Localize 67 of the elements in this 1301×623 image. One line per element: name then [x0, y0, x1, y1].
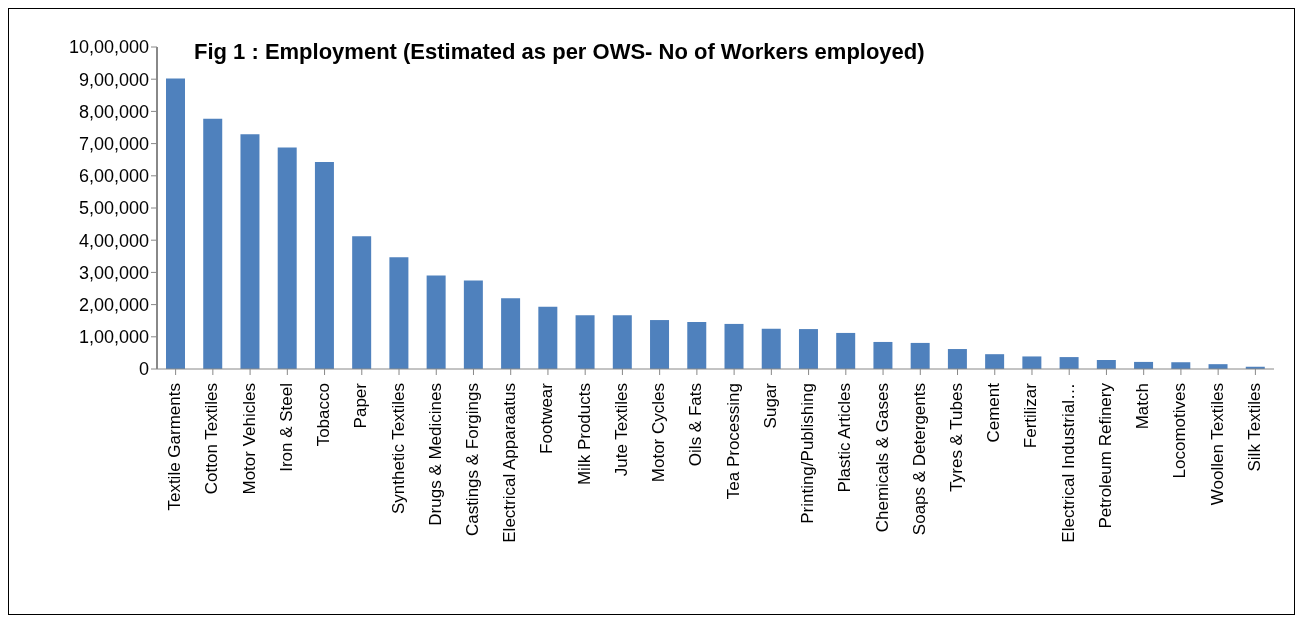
- bar: [352, 236, 372, 369]
- bar: [798, 329, 818, 369]
- x-tick-label: Silk Textiles: [1244, 383, 1264, 472]
- bar: [910, 342, 930, 369]
- bar: [389, 257, 409, 369]
- bar: [1059, 357, 1079, 369]
- x-tick-label: Iron & Steel: [276, 383, 296, 472]
- x-tick-label: Motor Cycles: [649, 383, 669, 483]
- x-tick-label: Paper: [351, 382, 371, 429]
- bar: [538, 306, 558, 369]
- y-tick-label: 10,00,000: [68, 37, 149, 58]
- bar: [687, 321, 707, 369]
- x-tick-label: Tyres & Tubes: [947, 383, 966, 492]
- chart-title: Fig 1 : Employment (Estimated as per OWS- No of Workers employed): [194, 39, 925, 65]
- bar: [277, 147, 297, 369]
- x-tick-label: Tea Processing: [723, 383, 743, 500]
- bar: [314, 161, 334, 369]
- x-tick-label: Drugs & Medicines: [425, 383, 445, 526]
- x-tick-label: Woollen Textiles: [1207, 383, 1227, 506]
- bar: [761, 328, 781, 369]
- x-tick-label: Sugar: [760, 382, 780, 429]
- x-tick-label: Milk Products: [574, 383, 594, 486]
- x-tick-label: Match: [1133, 383, 1153, 430]
- y-tick-label: 8,00,000: [78, 101, 149, 122]
- bar: [575, 315, 595, 369]
- bar: [463, 280, 483, 369]
- x-tick-label: Tobacco: [314, 383, 334, 447]
- bar: [166, 78, 185, 369]
- x-tick-label: Oils & Fats: [686, 383, 706, 467]
- y-tick-label: 7,00,000: [78, 133, 149, 154]
- x-tick-label: Fertilizar: [1021, 382, 1041, 449]
- x-tick-label: Castings & Forgings: [462, 383, 482, 537]
- x-tick-label: Electrical Apparaatus: [500, 383, 520, 543]
- y-tick-label: 0: [138, 359, 149, 380]
- x-tick-label: Cotton Textiles: [202, 383, 222, 495]
- bar: [724, 323, 744, 369]
- x-tick-label: Petroleum Refinery: [1095, 382, 1115, 529]
- x-tick-label: Plastic Articles: [835, 383, 855, 493]
- x-tick-label: Locomotives: [1170, 383, 1190, 479]
- x-tick-label: Footwear: [537, 382, 557, 454]
- bar: [873, 341, 893, 369]
- y-tick-label: 3,00,000: [78, 262, 149, 283]
- x-tick-label: Electrical Industrial…: [1058, 383, 1078, 543]
- bar: [836, 332, 856, 369]
- bar: [1022, 356, 1042, 369]
- y-tick-label: 2,00,000: [78, 294, 149, 315]
- x-tick-label: Motor Vehicles: [239, 383, 259, 495]
- bar: [947, 349, 967, 369]
- x-tick-label: Chemicals & Gases: [872, 383, 892, 533]
- bar: [985, 354, 1005, 369]
- x-tick-label: Jute Textiles: [611, 383, 631, 477]
- bar: [650, 320, 670, 369]
- x-tick-label: Textile Garments: [165, 383, 185, 511]
- y-tick-label: 4,00,000: [78, 230, 149, 251]
- y-tick-label: 1,00,000: [78, 327, 149, 348]
- bar: [240, 134, 260, 369]
- bar: [612, 315, 632, 369]
- y-tick-label: 6,00,000: [78, 166, 149, 187]
- bar: [501, 298, 521, 369]
- bar: [203, 118, 223, 369]
- y-tick-label: 5,00,000: [78, 198, 149, 219]
- x-tick-label: Soaps & Detergents: [909, 383, 929, 536]
- bar: [426, 275, 446, 369]
- y-tick-label: 9,00,000: [78, 69, 149, 90]
- x-tick-label: Cement: [984, 382, 1004, 443]
- x-tick-label: Synthetic Textiles: [388, 383, 408, 515]
- x-tick-label: Printing/Publishing: [798, 383, 818, 524]
